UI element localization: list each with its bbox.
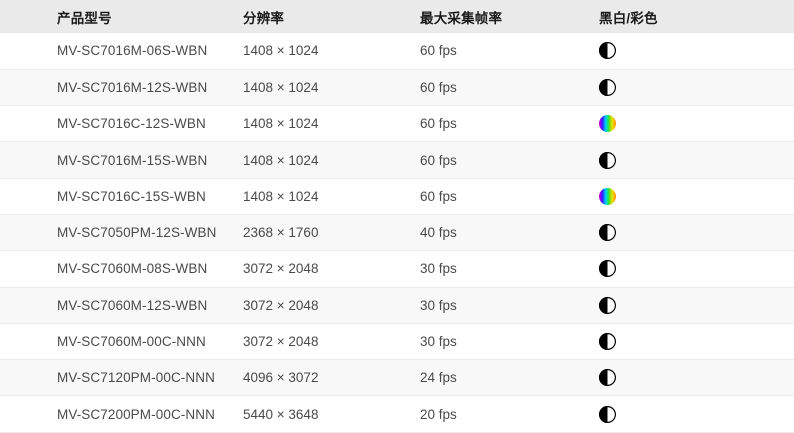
- sensor-icon-wrapper: [599, 151, 616, 169]
- cell-framerate: 30 fps: [420, 261, 457, 277]
- column-header-model: 产品型号: [57, 10, 112, 26]
- sensor-icon-wrapper: [599, 42, 616, 60]
- cell-sensor-type: [599, 287, 794, 323]
- cell-model: MV-SC7060M-12S-WBN: [57, 297, 208, 313]
- color-rainbow-circle-icon: [599, 187, 616, 205]
- mono-halfcircle-icon: [599, 42, 616, 60]
- cell-framerate: 20 fps: [420, 406, 457, 422]
- table-row: MV-SC7016C-12S-WBN 1408 × 1024 60 fps: [0, 105, 794, 142]
- cell-resolution: 3072 × 2048: [243, 297, 319, 313]
- cell-model: MV-SC7120PM-00C-NNN: [57, 370, 215, 386]
- cell-framerate: 30 fps: [420, 297, 457, 313]
- cell-sensor-type: [599, 178, 794, 214]
- cell-sensor-type: [599, 33, 794, 69]
- cell-sensor-type: [599, 106, 794, 142]
- cell-model: MV-SC7200PM-00C-NNN: [57, 406, 215, 422]
- cell-resolution: 1408 × 1024: [243, 188, 319, 204]
- table-row: MV-SC7060M-00C-NNN 3072 × 2048 30 fps: [0, 323, 794, 360]
- sensor-icon-wrapper: [599, 115, 616, 133]
- cell-framerate: 60 fps: [420, 188, 457, 204]
- table-header: 产品型号 分辨率 最大采集帧率 黑白/彩色: [0, 0, 794, 33]
- cell-model: MV-SC7016C-15S-WBN: [57, 188, 206, 204]
- table-row: MV-SC7016C-15S-WBN 1408 × 1024 60 fps: [0, 178, 794, 215]
- cell-resolution: 1408 × 1024: [243, 79, 319, 95]
- cell-framerate: 60 fps: [420, 43, 457, 59]
- sensor-icon-wrapper: [599, 369, 616, 387]
- cell-model: MV-SC7050PM-12S-WBN: [57, 225, 217, 241]
- cell-resolution: 2368 × 1760: [243, 225, 319, 241]
- table-row: MV-SC7050PM-12S-WBN 2368 × 1760 40 fps: [0, 214, 794, 251]
- column-header-framerate: 最大采集帧率: [420, 10, 503, 26]
- cell-sensor-type: [599, 214, 794, 250]
- cell-framerate: 60 fps: [420, 116, 457, 132]
- cell-model: MV-SC7016C-12S-WBN: [57, 116, 206, 132]
- cell-framerate: 60 fps: [420, 152, 457, 168]
- cell-framerate: 40 fps: [420, 225, 457, 241]
- cell-sensor-type: [599, 323, 794, 359]
- mono-halfcircle-icon: [599, 260, 616, 278]
- cell-resolution: 3072 × 2048: [243, 334, 319, 350]
- cell-framerate: 30 fps: [420, 334, 457, 350]
- column-header-monochrome-color: 黑白/彩色: [599, 10, 658, 26]
- cell-resolution: 5440 × 3648: [243, 406, 319, 422]
- mono-halfcircle-icon: [599, 151, 616, 169]
- cell-framerate: 60 fps: [420, 79, 457, 95]
- sensor-icon-wrapper: [599, 78, 616, 96]
- table-row: MV-SC7200PM-00C-NNN 5440 × 3648 20 fps: [0, 395, 794, 433]
- cell-sensor-type: [599, 251, 794, 287]
- mono-halfcircle-icon: [599, 405, 616, 423]
- cell-resolution: 1408 × 1024: [243, 152, 319, 168]
- cell-sensor-type: [599, 142, 794, 178]
- cell-resolution: 1408 × 1024: [243, 43, 319, 59]
- cell-model: MV-SC7016M-06S-WBN: [57, 43, 208, 59]
- sensor-icon-wrapper: [599, 224, 616, 242]
- cell-model: MV-SC7016M-12S-WBN: [57, 79, 208, 95]
- sensor-icon-wrapper: [599, 260, 616, 278]
- sensor-icon-wrapper: [599, 187, 616, 205]
- cell-framerate: 24 fps: [420, 370, 457, 386]
- sensor-icon-wrapper: [599, 405, 616, 423]
- cell-resolution: 3072 × 2048: [243, 261, 319, 277]
- table-row: MV-SC7016M-06S-WBN 1408 × 1024 60 fps: [0, 33, 794, 70]
- cell-sensor-type: [599, 69, 794, 105]
- sensor-icon-wrapper: [599, 333, 616, 351]
- cell-model: MV-SC7060M-08S-WBN: [57, 261, 208, 277]
- table-row: MV-SC7060M-12S-WBN 3072 × 2048 30 fps: [0, 287, 794, 324]
- cell-resolution: 1408 × 1024: [243, 116, 319, 132]
- cell-model: MV-SC7060M-00C-NNN: [57, 334, 206, 350]
- mono-halfcircle-icon: [599, 296, 616, 314]
- table-body: MV-SC7016M-06S-WBN 1408 × 1024 60 fps MV-SC…: [0, 33, 794, 433]
- table-row: MV-SC7060M-08S-WBN 3072 × 2048 30 fps: [0, 250, 794, 288]
- color-rainbow-circle-icon: [599, 115, 616, 133]
- mono-halfcircle-icon: [599, 224, 616, 242]
- sensor-icon-wrapper: [599, 296, 616, 314]
- table-row: MV-SC7016M-15S-WBN 1408 × 1024 60 fps: [0, 141, 794, 179]
- cell-model: MV-SC7016M-15S-WBN: [57, 152, 208, 168]
- cell-resolution: 4096 × 3072: [243, 370, 319, 386]
- table-row: MV-SC7120PM-00C-NNN 4096 × 3072 24 fps: [0, 359, 794, 396]
- table-row: MV-SC7016M-12S-WBN 1408 × 1024 60 fps: [0, 69, 794, 106]
- mono-halfcircle-icon: [599, 78, 616, 96]
- table-header-row: 产品型号 分辨率 最大采集帧率 黑白/彩色: [0, 0, 794, 33]
- column-header-resolution: 分辨率: [243, 10, 285, 26]
- cell-sensor-type: [599, 396, 794, 432]
- mono-halfcircle-icon: [599, 333, 616, 351]
- cell-sensor-type: [599, 360, 794, 396]
- mono-halfcircle-icon: [599, 369, 616, 387]
